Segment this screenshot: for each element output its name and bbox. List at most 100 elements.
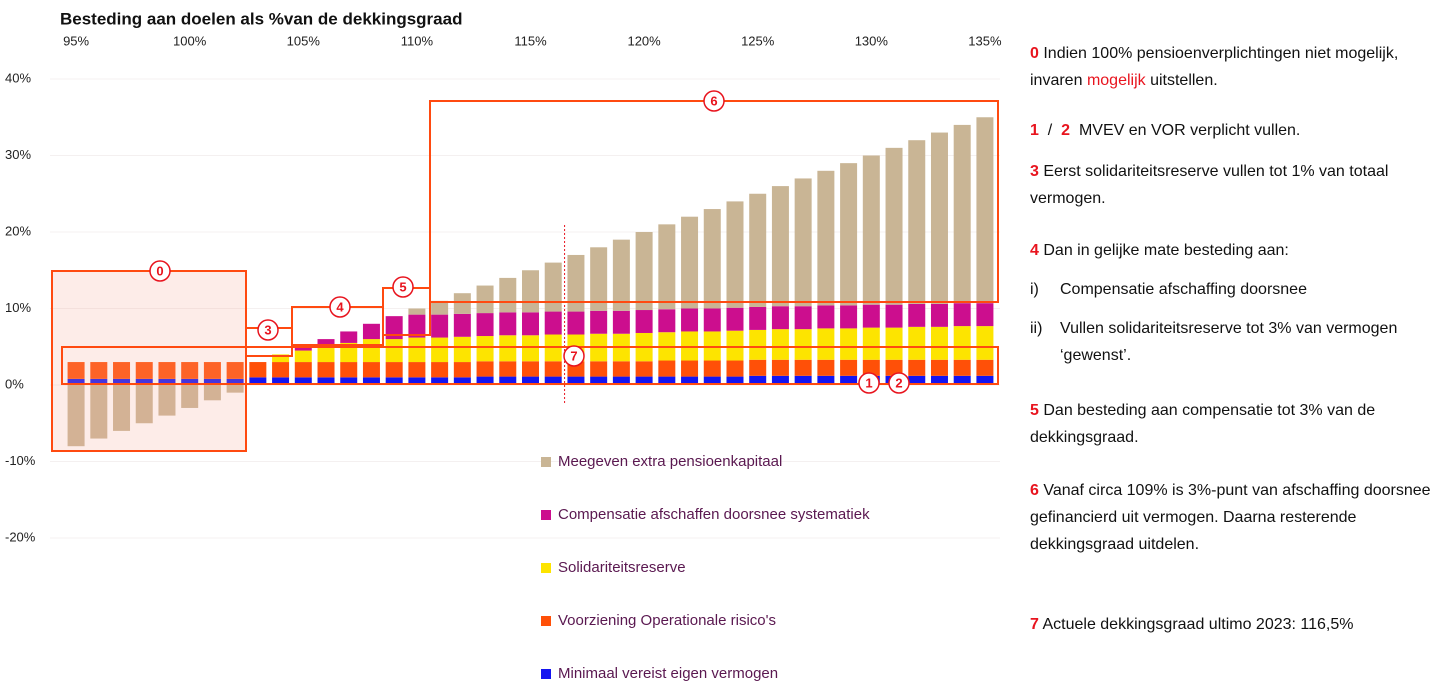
x-tick-label: 130%: [855, 33, 889, 48]
note: 7 Actuele dekkingsgraad ultimo 2023: 116…: [1030, 611, 1435, 638]
bar-segment: [499, 277, 517, 313]
note-marker: ii): [1030, 320, 1043, 337]
bar-segment: [749, 329, 767, 360]
bar-segment: [453, 362, 471, 378]
bar-segment: [726, 376, 744, 385]
bar-segment: [976, 303, 994, 327]
bar-segment: [817, 375, 835, 385]
bar-segment: [612, 239, 630, 311]
bar-segment: [476, 361, 494, 377]
annotation-label: 2: [895, 375, 902, 390]
bar-segment: [431, 337, 449, 363]
bar-segment: [703, 360, 721, 377]
bar-segment: [681, 308, 699, 332]
bar-segment: [703, 209, 721, 309]
bar-segment: [840, 163, 858, 306]
bar-segment: [976, 326, 994, 360]
bar-segment: [408, 308, 426, 315]
chart-title: Besteding aan doelen als %van de dekking…: [60, 9, 462, 28]
bar-segment: [817, 305, 835, 329]
note: 3 Eerst solidariteitsreserve vullen tot …: [1030, 158, 1435, 212]
legend-label: Compensatie afschaffen doorsnee systemat…: [558, 506, 870, 523]
bar-segment: [226, 362, 244, 379]
bar-segment: [703, 308, 721, 332]
bar-segment: [590, 247, 608, 311]
bar-segment: [862, 155, 880, 305]
bar-segment: [794, 329, 812, 360]
bar-segment: [476, 285, 494, 314]
bar-segment: [317, 339, 335, 347]
annotation-label: 5: [399, 279, 406, 294]
y-tick-label: 30%: [5, 147, 31, 162]
y-tick-label: -10%: [5, 453, 36, 468]
bar-segment: [590, 361, 608, 377]
bar-segment: [567, 254, 585, 312]
bar-segment: [272, 354, 290, 363]
bar-segment: [453, 336, 471, 363]
bar-segment: [113, 378, 131, 385]
bar-segment: [431, 300, 449, 315]
y-tick-label: 20%: [5, 223, 31, 238]
bar-segment: [544, 376, 562, 385]
x-tick-label: 120%: [627, 33, 661, 48]
bar-segment: [408, 337, 426, 363]
x-tick-label: 110%: [401, 33, 434, 48]
bar-segment: [930, 326, 948, 360]
bar-segment: [522, 270, 539, 313]
bar-segment: [522, 361, 539, 377]
legend-swatch: [541, 457, 551, 467]
bar-segment: [612, 361, 630, 377]
bar-segment: [476, 376, 494, 385]
bar-segment: [476, 313, 494, 337]
annotation-box: [51, 270, 247, 452]
bar-segment: [862, 359, 880, 376]
bar-segment: [567, 311, 585, 335]
annotation-marker: [329, 296, 351, 318]
bar-segment: [113, 362, 131, 379]
bar-segment: [953, 326, 971, 360]
bar-segment: [612, 310, 630, 334]
bar-segment: [67, 378, 85, 385]
bar-segment: [544, 262, 562, 312]
note-marker: 1: [1030, 122, 1039, 139]
y-tick-label: -20%: [5, 529, 36, 544]
y-tick-label: 0%: [5, 376, 24, 391]
bar-segment: [681, 360, 699, 377]
bar-segment: [658, 224, 676, 310]
bar-segment: [408, 362, 426, 378]
bar-segment: [408, 377, 426, 385]
x-tick-label: 125%: [741, 33, 775, 48]
bar-segment: [885, 359, 903, 376]
note-marker: 6: [1030, 482, 1039, 499]
y-tick-label: 10%: [5, 300, 31, 315]
bar-segment: [340, 377, 358, 385]
bar-segment: [794, 306, 812, 330]
bar-segment: [522, 335, 539, 362]
bar-segment: [726, 330, 744, 361]
bar-segment: [226, 385, 244, 393]
bar-segment: [749, 193, 767, 307]
note: ii) Vullen solidariteitsreserve tot 3% va…: [1030, 315, 1435, 369]
note-marker: 7: [1030, 616, 1039, 633]
bar-segment: [862, 327, 880, 360]
x-tick-label: 95%: [63, 33, 89, 48]
bar-segment: [908, 326, 926, 360]
bar-segment: [362, 377, 380, 385]
y-tick-label: 40%: [5, 70, 31, 85]
bar-segment: [771, 375, 789, 385]
legend-swatch: [541, 616, 551, 626]
bar-segment: [771, 359, 789, 376]
bar-segment: [181, 385, 199, 408]
bar-segment: [181, 378, 199, 385]
bar-segment: [817, 328, 835, 360]
note-separator: /: [1047, 122, 1053, 139]
bar-segment: [67, 385, 85, 447]
bar-segment: [976, 359, 994, 376]
bar-segment: [658, 376, 676, 385]
note-text: uitstellen.: [1150, 72, 1218, 89]
bar-segment: [249, 362, 267, 378]
bar-segment: [840, 359, 858, 376]
x-tick-label: 105%: [287, 33, 321, 48]
bar-segment: [862, 304, 880, 328]
note-text: Dan in gelijke mate besteding aan:: [1043, 242, 1289, 259]
